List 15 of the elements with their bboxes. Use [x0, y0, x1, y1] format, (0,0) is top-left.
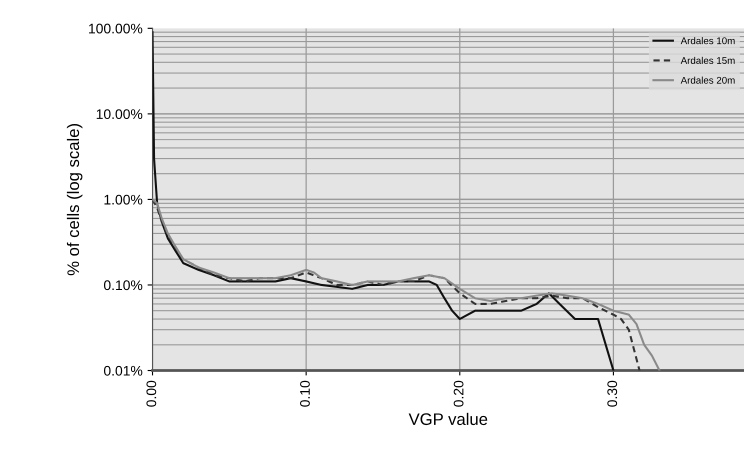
y-tick-label: 0.01% [104, 366, 142, 376]
x-tick-label: 0.20 [454, 380, 464, 407]
legend-label: Ardales 20m [680, 76, 735, 84]
y-tick-label: 0.10% [104, 280, 142, 290]
line-series [152, 31, 614, 371]
y-axis-title: % of cells (log scale) [66, 124, 82, 276]
legend-label: Ardales 15m [680, 56, 735, 64]
y-tick-label: 10.00% [96, 109, 142, 120]
y-tick-label: 100.00% [89, 24, 142, 34]
legend-label: Ardales 10m [680, 37, 735, 44]
x-tick-label: 0.10 [300, 380, 310, 407]
x-tick-label: 0.00 [146, 380, 156, 407]
x-tick-label: 0.30 [607, 380, 618, 407]
y-tick-label: 1.00% [104, 194, 142, 205]
x-axis-title: VGP value [408, 412, 488, 426]
